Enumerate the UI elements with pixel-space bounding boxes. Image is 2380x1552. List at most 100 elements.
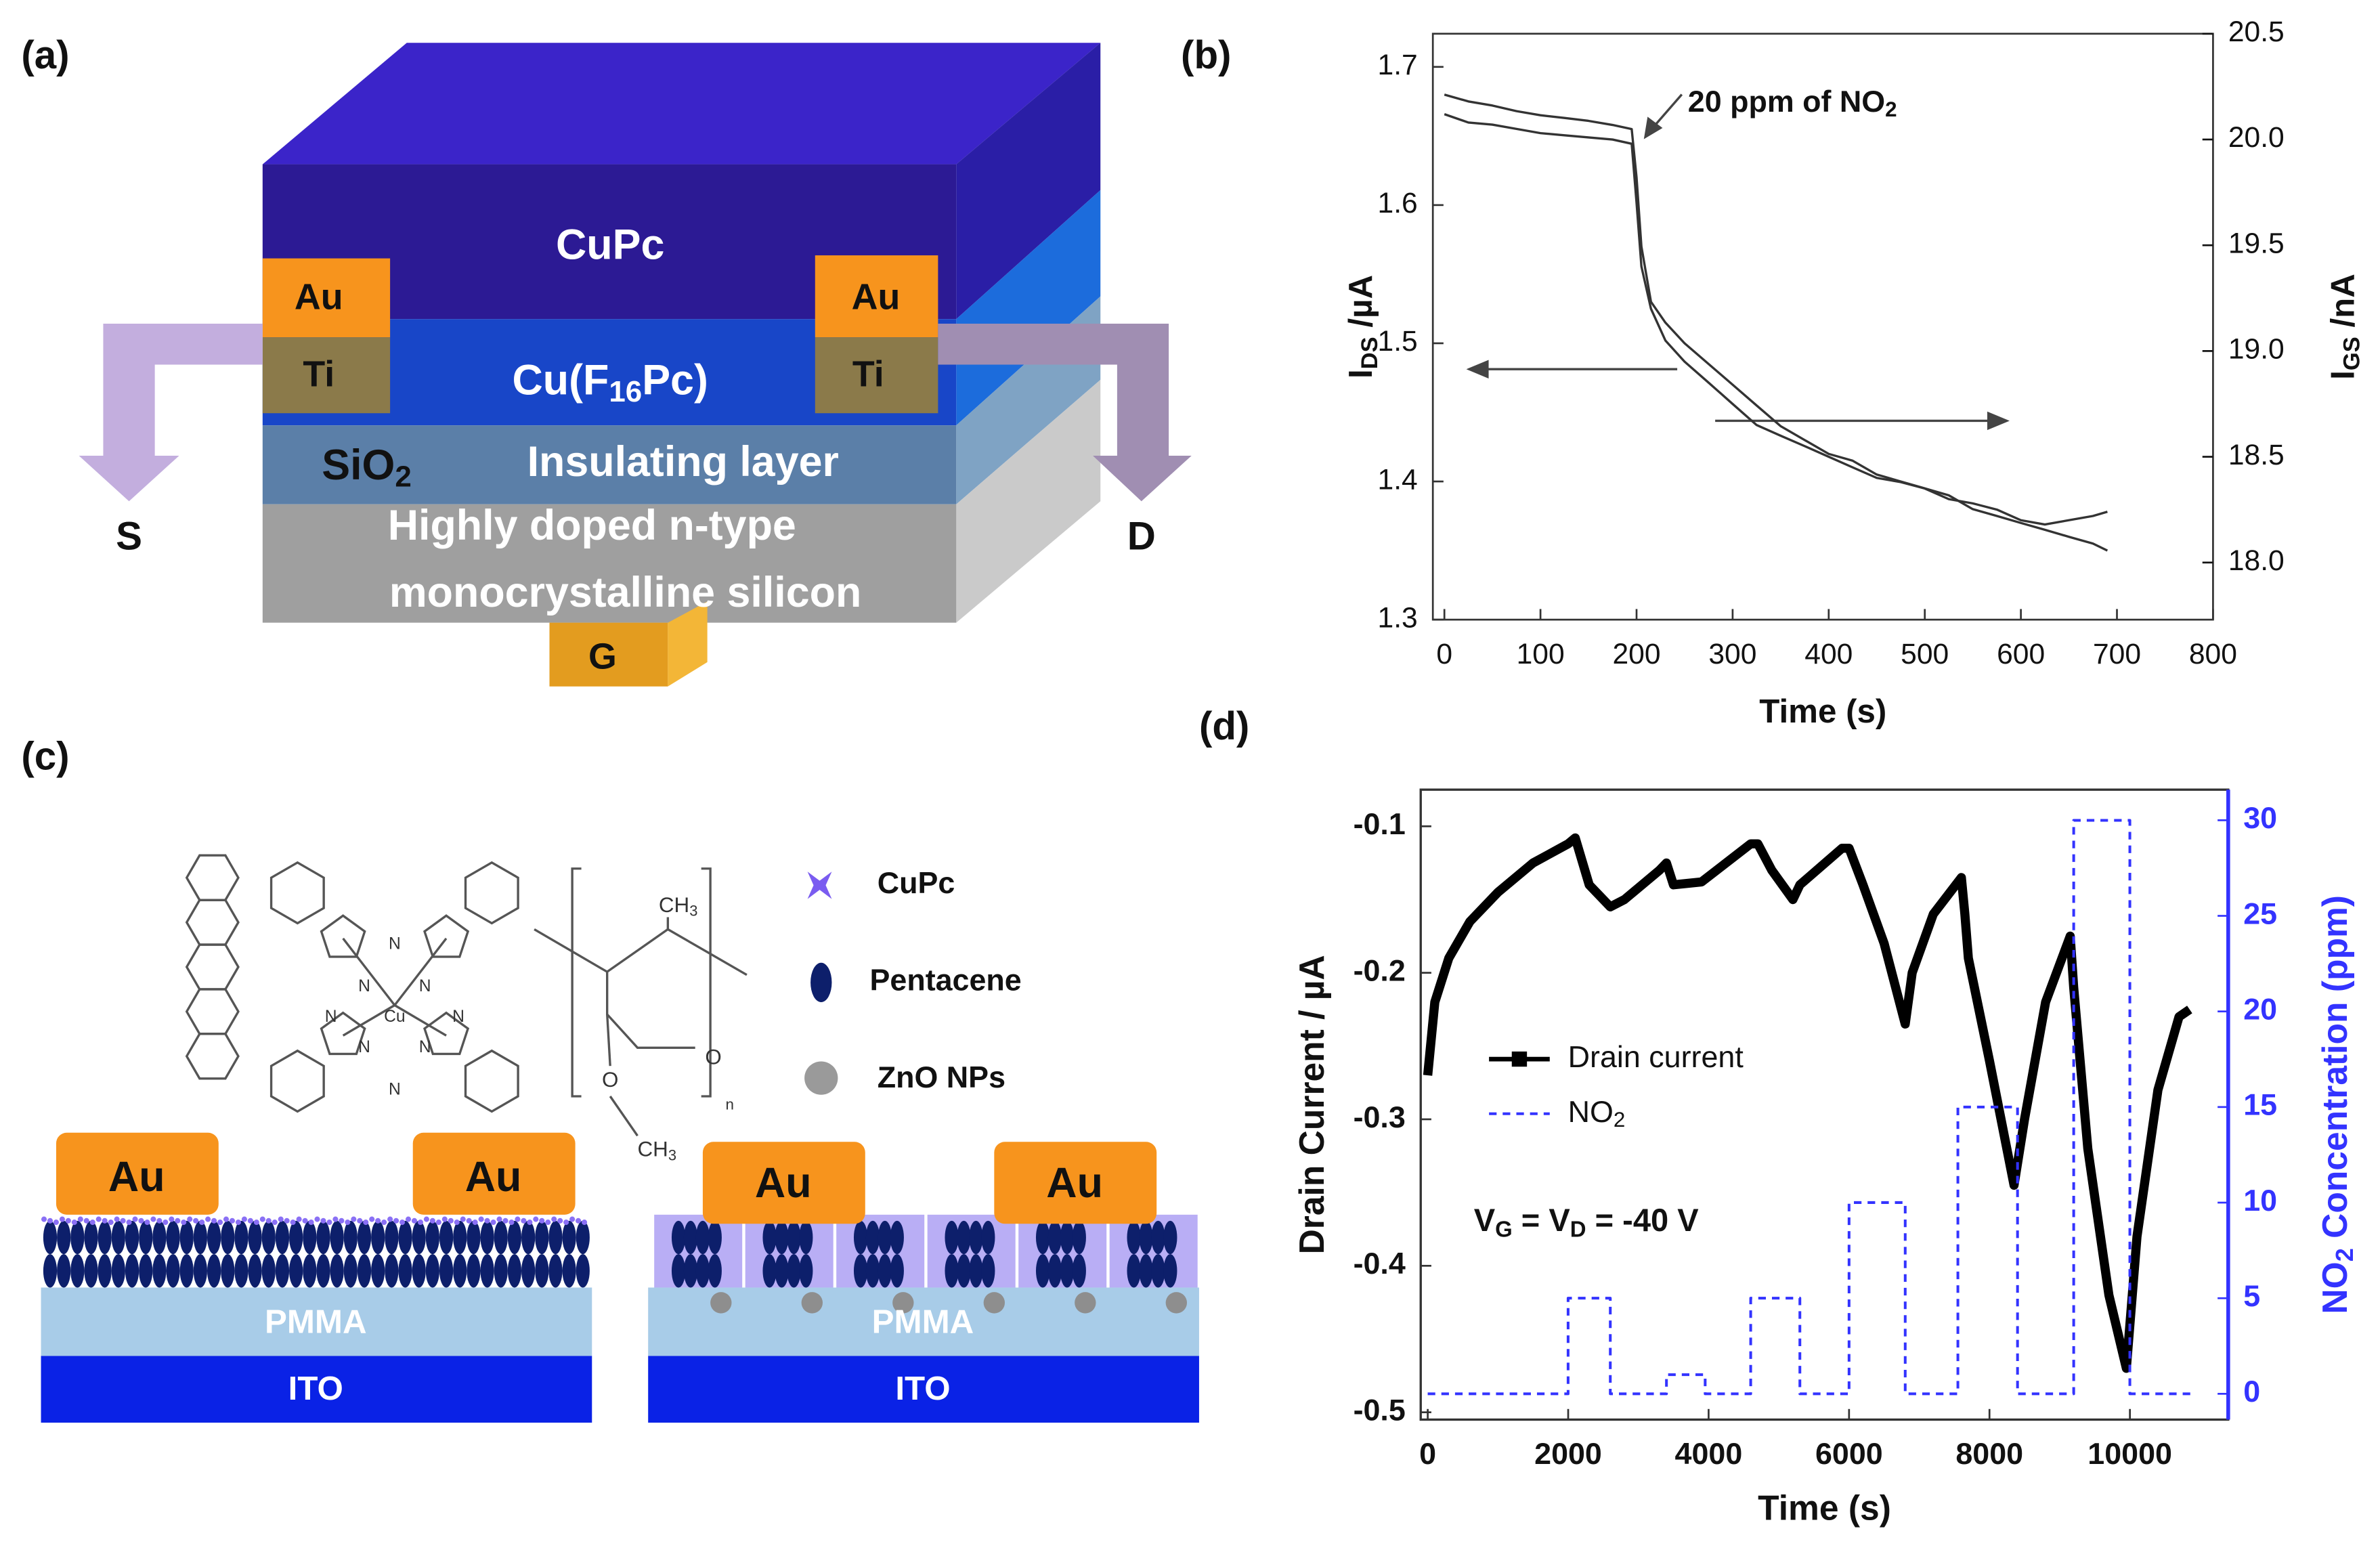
pentacene <box>576 1254 590 1288</box>
pentacene-ring <box>185 943 240 991</box>
pentacene <box>480 1220 494 1255</box>
side-face <box>956 190 1101 426</box>
atom-label: CH3 <box>659 893 698 919</box>
pentacene <box>139 1254 153 1288</box>
pentacene <box>1035 1254 1050 1288</box>
pentacene <box>521 1220 536 1255</box>
pentacene <box>70 1220 85 1255</box>
cupc <box>65 1217 71 1224</box>
cupc <box>363 1220 369 1226</box>
layer-label: CuPc <box>556 221 664 268</box>
cupc <box>132 1216 138 1222</box>
text-part: CH <box>638 1138 668 1161</box>
pentacene <box>799 1254 813 1288</box>
legend-label: CuPc <box>878 865 955 900</box>
pentacene <box>671 1220 686 1255</box>
cupc <box>417 1220 423 1226</box>
pentacene <box>193 1220 207 1255</box>
atom-label: Cu <box>384 1008 406 1026</box>
cupc <box>509 1220 515 1226</box>
y-tick-label: 1.4 <box>1378 463 1418 496</box>
cupc <box>253 1220 259 1226</box>
pentacene <box>548 1220 563 1255</box>
cupc <box>205 1216 211 1222</box>
x-tick-label: 200 <box>1612 638 1660 670</box>
cupc <box>181 1220 187 1226</box>
legend-marker <box>1511 1051 1528 1067</box>
x-tick-label: 500 <box>1901 638 1949 670</box>
pentacene <box>125 1254 139 1288</box>
y2-tick-label: 19.5 <box>2228 227 2285 259</box>
cupc <box>278 1216 284 1222</box>
text-part: Cu(F <box>512 356 609 404</box>
contact-label: Au <box>755 1159 812 1207</box>
gate-contact <box>549 622 668 687</box>
cupc <box>478 1216 484 1222</box>
cupc <box>156 1217 163 1224</box>
y-tick-label: 1.7 <box>1378 49 1418 81</box>
pentacene <box>371 1220 385 1255</box>
y-tick-label: -0.3 <box>1354 1100 1406 1134</box>
benzene-ring <box>269 861 325 925</box>
series-line <box>1444 93 2108 552</box>
pentacene <box>316 1220 330 1255</box>
pentacene <box>957 1254 971 1288</box>
cupc <box>169 1216 175 1222</box>
subscript: 2 <box>2330 1248 2358 1262</box>
atom-label: N <box>419 1038 431 1056</box>
pentacene-ring <box>185 1033 240 1080</box>
cupc <box>114 1216 120 1222</box>
pentacene <box>467 1254 481 1288</box>
cupc <box>138 1217 144 1224</box>
chart-b-arrows <box>1466 93 2010 431</box>
x-tick-label: 8000 <box>1955 1436 2023 1471</box>
zno <box>710 1292 732 1314</box>
pentacene <box>576 1220 590 1255</box>
cupc <box>229 1217 236 1224</box>
cupc <box>108 1220 114 1226</box>
x-axis-label: Time (s) <box>1759 693 1886 730</box>
layer-label: PMMA <box>872 1303 974 1340</box>
contact-label: Au <box>108 1153 165 1201</box>
pentacene <box>248 1220 262 1255</box>
cupc <box>423 1216 429 1222</box>
cupc <box>175 1217 181 1224</box>
pentacene <box>343 1254 358 1288</box>
pentacene <box>957 1220 971 1255</box>
pentacene <box>494 1254 508 1288</box>
cupc <box>89 1220 95 1226</box>
pmma-bracket <box>701 867 712 1098</box>
text-part: 20 ppm of NO <box>1688 84 1885 118</box>
layer-label: Highly doped n-type <box>388 502 796 549</box>
pentacene <box>799 1220 813 1255</box>
cupc <box>551 1216 557 1222</box>
panel-label: (c) <box>21 735 69 779</box>
subscript: GS <box>2339 337 2365 370</box>
pentacene <box>695 1254 710 1288</box>
contact-label: Au <box>1046 1159 1103 1207</box>
pentacene <box>193 1254 207 1288</box>
cupc <box>381 1220 387 1226</box>
cupc <box>569 1216 576 1222</box>
bond <box>606 1014 611 1066</box>
pentacene <box>179 1254 194 1288</box>
pentacene <box>330 1254 344 1288</box>
pentacene <box>853 1254 868 1288</box>
pentacene <box>787 1254 801 1288</box>
pentacene <box>139 1220 153 1255</box>
cupc <box>405 1216 412 1222</box>
pentacene <box>562 1254 576 1288</box>
pentacene <box>221 1254 235 1288</box>
pentacene <box>234 1254 248 1288</box>
cupc <box>83 1217 89 1224</box>
text-part: I <box>1342 369 1379 379</box>
cupc <box>163 1220 169 1226</box>
text-part: I <box>2324 370 2361 380</box>
cupc <box>265 1217 272 1224</box>
cupc <box>95 1216 102 1222</box>
pentacene <box>98 1254 112 1288</box>
cupc <box>539 1217 545 1224</box>
pentacene <box>125 1220 139 1255</box>
pentacene <box>84 1220 98 1255</box>
pentacene <box>84 1254 98 1288</box>
